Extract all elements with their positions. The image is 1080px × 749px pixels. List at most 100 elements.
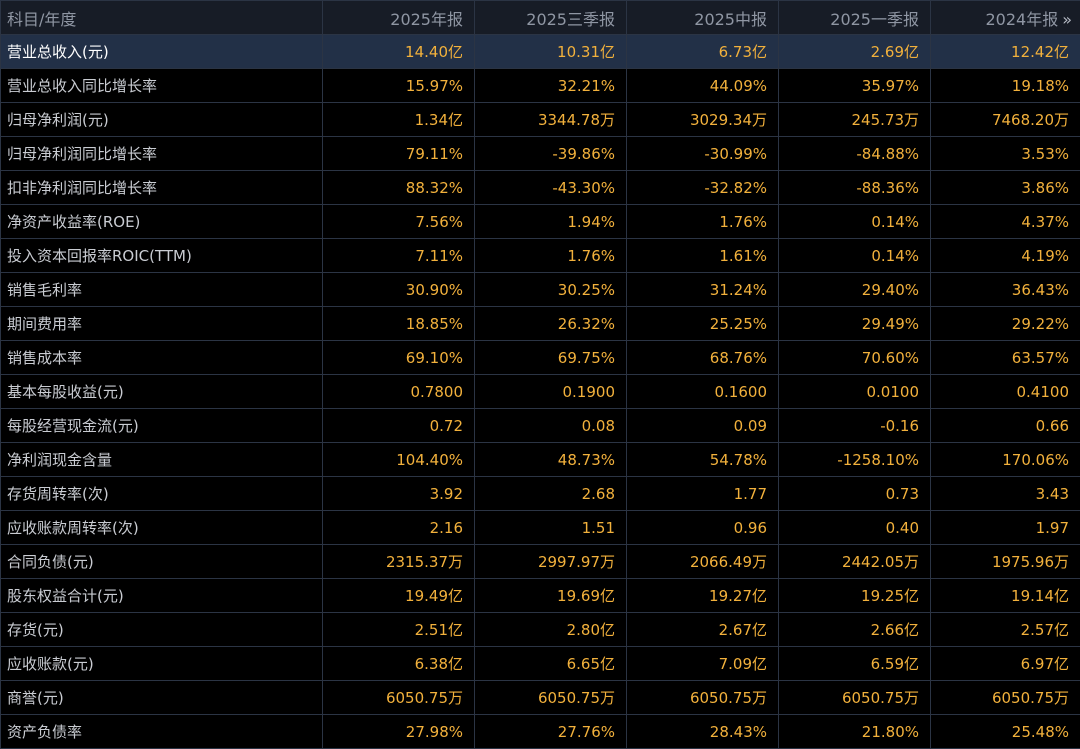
value-cell: 70.60%: [779, 341, 931, 375]
value-cell: 69.10%: [323, 341, 475, 375]
value-cell: 30.25%: [475, 273, 627, 307]
value-cell: 6.97亿: [931, 647, 1080, 681]
row-label: 归母净利润(元): [1, 103, 323, 137]
value-cell: 1.77: [627, 477, 779, 511]
value-cell: 0.0100: [779, 375, 931, 409]
value-cell: 26.32%: [475, 307, 627, 341]
value-cell: 0.14%: [779, 239, 931, 273]
row-label: 基本每股收益(元): [1, 375, 323, 409]
value-cell: 1.97: [931, 511, 1080, 545]
double-chevron-right-icon[interactable]: »: [1062, 10, 1069, 29]
value-cell: 245.73万: [779, 103, 931, 137]
value-cell: 4.37%: [931, 205, 1080, 239]
row-label: 营业总收入(元): [1, 35, 323, 69]
period-header-label: 2024年报: [985, 10, 1058, 29]
value-cell: 32.21%: [475, 69, 627, 103]
row-label: 每股经营现金流(元): [1, 409, 323, 443]
value-cell: 0.14%: [779, 205, 931, 239]
value-cell: 7.09亿: [627, 647, 779, 681]
value-cell: 14.40亿: [323, 35, 475, 69]
value-cell: 29.22%: [931, 307, 1080, 341]
value-cell: 12.42亿: [931, 35, 1080, 69]
value-cell: 7.56%: [323, 205, 475, 239]
value-cell: 0.7800: [323, 375, 475, 409]
value-cell: 25.25%: [627, 307, 779, 341]
row-label: 股东权益合计(元): [1, 579, 323, 613]
value-cell: 3029.34万: [627, 103, 779, 137]
value-cell: 3.92: [323, 477, 475, 511]
row-label: 期间费用率: [1, 307, 323, 341]
value-cell: 4.19%: [931, 239, 1080, 273]
row-label: 投入资本回报率ROIC(TTM): [1, 239, 323, 273]
value-cell: 7468.20万: [931, 103, 1080, 137]
value-cell: -39.86%: [475, 137, 627, 171]
value-cell: 36.43%: [931, 273, 1080, 307]
period-header[interactable]: 2025三季报: [475, 1, 627, 35]
value-cell: 0.40: [779, 511, 931, 545]
value-cell: 6.38亿: [323, 647, 475, 681]
value-cell: 0.73: [779, 477, 931, 511]
label-column-header: 科目/年度: [1, 1, 323, 35]
value-cell: 1.94%: [475, 205, 627, 239]
value-cell: 7.11%: [323, 239, 475, 273]
value-cell: 3.53%: [931, 137, 1080, 171]
value-cell: 19.69亿: [475, 579, 627, 613]
value-cell: 3.86%: [931, 171, 1080, 205]
row-label: 应收账款周转率(次): [1, 511, 323, 545]
value-cell: 18.85%: [323, 307, 475, 341]
value-cell: 30.90%: [323, 273, 475, 307]
value-cell: 35.97%: [779, 69, 931, 103]
value-cell: 0.09: [627, 409, 779, 443]
period-header[interactable]: 2025年报: [323, 1, 475, 35]
value-cell: 0.66: [931, 409, 1080, 443]
value-cell: 1.34亿: [323, 103, 475, 137]
value-cell: 2.57亿: [931, 613, 1080, 647]
value-cell: 6050.75万: [323, 681, 475, 715]
value-cell: 2.66亿: [779, 613, 931, 647]
value-cell: 29.49%: [779, 307, 931, 341]
value-cell: 2.16: [323, 511, 475, 545]
value-cell: 104.40%: [323, 443, 475, 477]
value-cell: 0.4100: [931, 375, 1080, 409]
value-cell: 27.98%: [323, 715, 475, 749]
value-cell: 54.78%: [627, 443, 779, 477]
value-cell: 69.75%: [475, 341, 627, 375]
row-label: 合同负债(元): [1, 545, 323, 579]
value-cell: 2.67亿: [627, 613, 779, 647]
period-header[interactable]: 2025一季报: [779, 1, 931, 35]
value-cell: 1975.96万: [931, 545, 1080, 579]
period-header-last[interactable]: 2024年报»: [931, 1, 1080, 35]
value-cell: 6.65亿: [475, 647, 627, 681]
table-row[interactable]: 投入资本回报率ROIC(TTM)7.11%1.76%1.61%0.14%4.19…: [1, 239, 1080, 273]
row-label: 资产负债率: [1, 715, 323, 749]
value-cell: 170.06%: [931, 443, 1080, 477]
value-cell: 1.51: [475, 511, 627, 545]
row-label: 存货(元): [1, 613, 323, 647]
table-row[interactable]: 净资产收益率(ROE)7.56%1.94%1.76%0.14%4.37%: [1, 205, 1080, 239]
period-header[interactable]: 2025中报: [627, 1, 779, 35]
value-cell: 19.18%: [931, 69, 1080, 103]
value-cell: -84.88%: [779, 137, 931, 171]
value-cell: 6050.75万: [627, 681, 779, 715]
